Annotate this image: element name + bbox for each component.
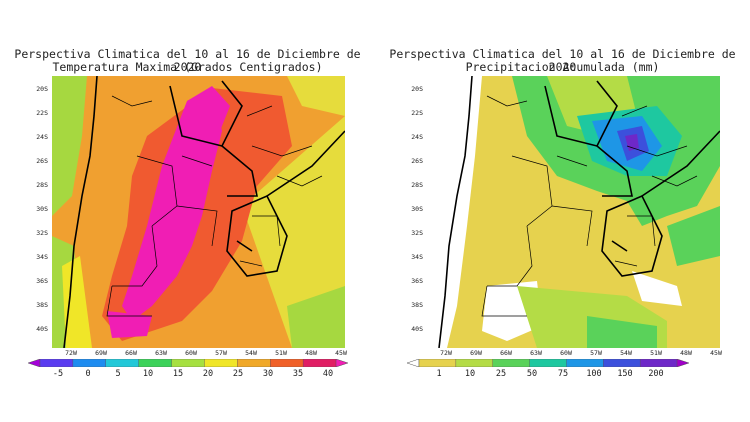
colorbar-label: 0 — [85, 369, 91, 379]
lon-label: 69W — [95, 349, 107, 357]
lon-label: 54W — [245, 349, 257, 357]
lat-label: 22S — [36, 109, 48, 117]
lat-label: 22S — [411, 109, 423, 117]
precipitation-panel: Perspectiva Climatica del 10 al 16 de Di… — [375, 0, 750, 422]
colorbar-end-low — [28, 359, 41, 367]
colorbar-label: 25 — [232, 369, 244, 379]
lat-label: 40S — [36, 325, 48, 333]
precipitation-subtitle: Precipitacion Acumulada (mm) — [465, 60, 660, 74]
lon-label: 48W — [680, 349, 692, 357]
colorbar-segment — [270, 359, 304, 367]
colorbar-end-high — [335, 359, 348, 367]
lon-label: 60W — [185, 349, 197, 357]
colorbar-segment — [138, 359, 173, 367]
colorbar-label: 150 — [617, 369, 633, 379]
colorbar-label: 20 — [202, 369, 214, 379]
lon-label: 54W — [620, 349, 632, 357]
colorbar-segment — [302, 359, 337, 367]
colorbar-segment — [529, 359, 567, 367]
precipitation-title: Perspectiva Climatica del 10 al 16 de Di… — [389, 47, 736, 74]
colorbar-segment — [72, 359, 107, 367]
lat-label: 28S — [36, 181, 48, 189]
lon-label: 60W — [560, 349, 572, 357]
lon-label: 51W — [275, 349, 287, 357]
colorbar-label: 100 — [586, 369, 602, 379]
temperature-subtitle: Temperatura Maxima (Grados Centigrados) — [52, 60, 323, 74]
colorbar-segment — [171, 359, 205, 367]
lat-label: 34S — [411, 253, 423, 261]
lon-label: 48W — [305, 349, 317, 357]
temperature-title: Perspectiva Climatica del 10 al 16 de Di… — [14, 47, 361, 74]
lon-label: 66W — [500, 349, 512, 357]
colorbar-label: 25 — [495, 369, 507, 379]
colorbar-end-high — [676, 359, 689, 367]
lat-label: 30S — [36, 205, 48, 213]
colorbar-segment — [237, 359, 271, 367]
colorbar-segment — [492, 359, 531, 367]
colorbar-label: 10 — [464, 369, 476, 379]
lon-label: 69W — [470, 349, 482, 357]
lat-label: 28S — [411, 181, 423, 189]
lon-label: 63W — [530, 349, 542, 357]
lat-label: 36S — [411, 277, 423, 285]
lon-label: 63W — [155, 349, 167, 357]
colorbar-segment — [39, 359, 74, 367]
lat-label: 38S — [411, 301, 423, 309]
colorbar-segment — [105, 359, 140, 367]
lat-label: 38S — [36, 301, 48, 309]
colorbar-label: 50 — [526, 369, 538, 379]
colorbar-label: 35 — [292, 369, 304, 379]
colorbar-end-low — [407, 359, 420, 367]
lat-label: 32S — [36, 229, 48, 237]
lon-label: 45W — [335, 349, 347, 357]
lon-label: 72W — [65, 349, 77, 357]
temperature-colorbar — [28, 359, 348, 367]
colorbar-segment — [566, 359, 604, 367]
lat-label: 34S — [36, 253, 48, 261]
colorbar-label: -5 — [52, 369, 64, 379]
lon-label: 72W — [440, 349, 452, 357]
colorbar-label: 30 — [262, 369, 274, 379]
temperature-panel: Perspectiva Climatica del 10 al 16 de Di… — [14, 47, 361, 380]
lat-label: 24S — [36, 133, 48, 141]
lat-label: 30S — [411, 205, 423, 213]
colorbar-label: 200 — [648, 369, 664, 379]
colorbar-segment — [603, 359, 641, 367]
colorbar-label: 1 — [436, 369, 442, 379]
lat-label: 32S — [411, 229, 423, 237]
colorbar-segment — [204, 359, 238, 367]
temperature-map — [52, 76, 345, 348]
colorbar-label: 15 — [172, 369, 184, 379]
lat-label: 24S — [411, 133, 423, 141]
colorbar-label: 5 — [115, 369, 121, 379]
lat-label: 40S — [411, 325, 423, 333]
lat-label: 26S — [36, 157, 48, 165]
colorbar-segment — [418, 359, 457, 367]
lat-label: 36S — [36, 277, 48, 285]
lon-label: 45W — [710, 349, 722, 357]
lon-label: 66W — [125, 349, 137, 357]
colorbar-segment — [639, 359, 678, 367]
precipitation-colorbar — [407, 359, 689, 367]
lon-label: 51W — [650, 349, 662, 357]
lat-label: 26S — [411, 157, 423, 165]
lat-label: 20S — [411, 85, 423, 93]
colorbar-label: 10 — [142, 369, 154, 379]
colorbar-segment — [455, 359, 494, 367]
lon-label: 57W — [215, 349, 227, 357]
lon-label: 57W — [590, 349, 602, 357]
colorbar-label: 75 — [557, 369, 569, 379]
colorbar-label: 40 — [322, 369, 334, 379]
lat-label: 20S — [36, 85, 48, 93]
precipitation-map — [427, 76, 720, 348]
